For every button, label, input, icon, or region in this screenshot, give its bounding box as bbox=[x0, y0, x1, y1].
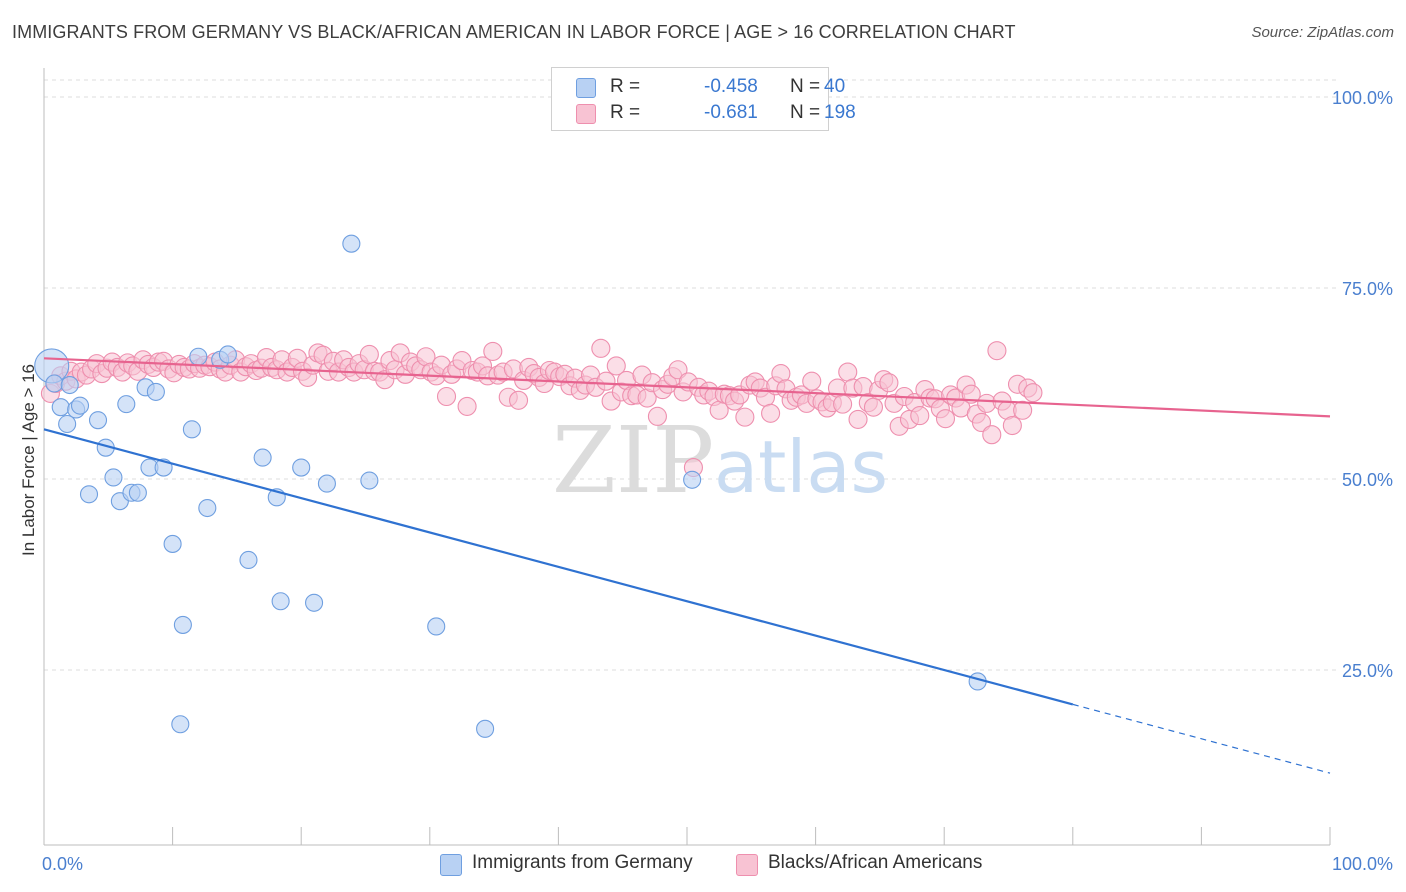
y-tick-label: 25.0% bbox=[1342, 661, 1393, 681]
pink-point bbox=[935, 409, 956, 429]
pink-point bbox=[606, 356, 626, 376]
blue-point bbox=[189, 347, 208, 366]
pink-point bbox=[971, 412, 992, 433]
pink-point bbox=[457, 396, 477, 416]
pink-point bbox=[838, 362, 858, 382]
blue-series-points bbox=[34, 234, 987, 738]
y-tick-label: 100.0% bbox=[1332, 88, 1393, 108]
blue-point bbox=[51, 398, 70, 417]
r-label: R = bbox=[610, 76, 641, 97]
pink-point bbox=[802, 371, 822, 391]
pink-point bbox=[833, 394, 853, 414]
blue-point bbox=[60, 375, 79, 395]
pink-point bbox=[879, 373, 899, 393]
legend-swatch-pink bbox=[736, 854, 758, 876]
pink-point bbox=[359, 344, 379, 365]
pink-point bbox=[735, 407, 755, 427]
blue-point bbox=[88, 411, 108, 430]
blue-point bbox=[305, 593, 324, 612]
blue-point bbox=[45, 374, 64, 393]
blue-point bbox=[253, 448, 272, 467]
blue-point bbox=[427, 617, 446, 636]
blue-point bbox=[70, 396, 90, 415]
y-tick-label: 50.0% bbox=[1342, 470, 1393, 490]
pink-point bbox=[668, 360, 688, 380]
legend-label-germany: Immigrants from Germany bbox=[472, 852, 693, 873]
legend-swatch-pink bbox=[576, 104, 596, 124]
legend-label-black: Blacks/African Americans bbox=[768, 852, 983, 873]
blue-point bbox=[146, 382, 165, 401]
blue-point bbox=[476, 719, 495, 738]
pink-point bbox=[596, 371, 616, 391]
y-tick-labels: 25.0% 50.0% 75.0% 100.0% bbox=[1332, 88, 1393, 681]
watermark-atlas: atlas bbox=[714, 425, 888, 509]
source-label: Source: ZipAtlas.com bbox=[1251, 24, 1394, 41]
r-label: R = bbox=[610, 102, 641, 123]
pink-point bbox=[910, 406, 930, 426]
pink-trend-line bbox=[43, 357, 1331, 418]
stats-legend: R = -0.458 N = 40 R = -0.681 N = 198 bbox=[551, 67, 856, 131]
blue-point bbox=[317, 474, 336, 493]
pink-point bbox=[863, 397, 884, 417]
pink-point bbox=[982, 425, 1002, 445]
pink-point bbox=[1013, 400, 1033, 420]
blue-point bbox=[360, 471, 379, 490]
chart-title: IMMIGRANTS FROM GERMANY VS BLACK/AFRICAN… bbox=[12, 22, 1016, 42]
pink-point bbox=[591, 338, 611, 358]
blue-point bbox=[79, 485, 99, 504]
pink-point bbox=[508, 390, 529, 410]
legend-swatch-blue bbox=[440, 854, 462, 876]
r-value: -0.681 bbox=[704, 102, 758, 123]
legend-swatch-blue bbox=[576, 78, 596, 98]
y-axis-label: In Labor Force | Age > 16 bbox=[19, 364, 38, 556]
trend-lines bbox=[43, 357, 1331, 774]
blue-point bbox=[218, 345, 237, 364]
blue-point bbox=[173, 615, 192, 634]
pink-point bbox=[436, 386, 457, 407]
pink-point bbox=[987, 341, 1007, 361]
blue-point bbox=[182, 420, 201, 439]
pink-point bbox=[761, 403, 781, 423]
axes bbox=[43, 68, 1331, 846]
n-label: N = bbox=[790, 102, 821, 123]
x-tick-label-min: 0.0% bbox=[42, 854, 83, 874]
blue-point bbox=[117, 395, 136, 414]
pink-point bbox=[1023, 383, 1043, 403]
blue-point bbox=[58, 414, 77, 434]
blue-point bbox=[239, 550, 258, 570]
r-value: -0.458 bbox=[704, 76, 758, 97]
blue-point bbox=[292, 458, 311, 477]
blue-point bbox=[171, 715, 190, 734]
blue-point bbox=[683, 470, 702, 489]
n-label: N = bbox=[790, 76, 821, 97]
blue-point bbox=[342, 234, 361, 253]
y-tick-label: 75.0% bbox=[1342, 279, 1393, 299]
blue-trend-line-extension bbox=[1072, 703, 1331, 774]
blue-point bbox=[271, 592, 290, 611]
pink-point bbox=[483, 341, 503, 361]
pink-point bbox=[961, 384, 981, 404]
blue-point bbox=[163, 534, 182, 553]
pink-point bbox=[848, 409, 868, 429]
n-value: 198 bbox=[824, 102, 856, 123]
blue-point bbox=[128, 483, 147, 502]
blue-trend-line bbox=[43, 428, 1074, 706]
pink-point bbox=[1002, 415, 1022, 436]
x-tick-label-max: 100.0% bbox=[1332, 854, 1393, 874]
pink-point bbox=[647, 406, 667, 426]
n-value: 40 bbox=[824, 76, 846, 97]
blue-point bbox=[104, 468, 123, 487]
blue-point bbox=[198, 498, 217, 518]
